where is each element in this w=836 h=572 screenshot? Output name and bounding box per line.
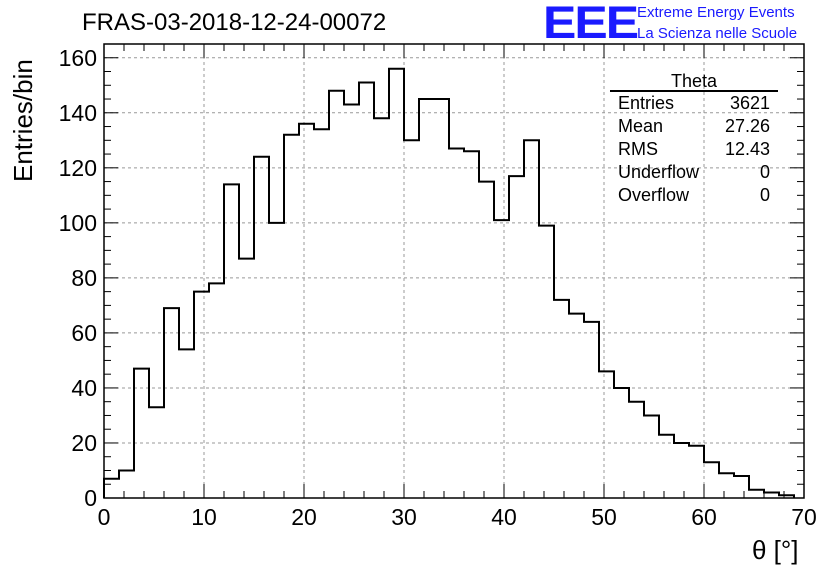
histogram-bin — [209, 283, 224, 498]
logo-line-2: La Scienza nelle Scuole — [637, 25, 798, 42]
stats-row-entries: Entries 3621 — [610, 92, 778, 115]
eee-logo: EEE — [543, 0, 639, 48]
histogram-bin — [389, 69, 404, 498]
histogram-bin — [614, 388, 629, 498]
histogram-bin — [269, 223, 284, 498]
histogram-bin — [344, 105, 359, 498]
axis-ticks — [103, 43, 805, 499]
x-tick-label: 0 — [98, 504, 111, 530]
histogram-bin — [314, 129, 329, 498]
histogram-bin — [524, 140, 539, 498]
histogram-bin — [659, 435, 674, 498]
histogram-bin — [674, 443, 689, 498]
stats-row-overflow: Overflow 0 — [610, 184, 778, 207]
stats-label: RMS — [618, 139, 658, 159]
x-tick-label: 10 — [191, 504, 217, 530]
histogram-bin — [194, 292, 209, 498]
histogram-bin — [434, 99, 449, 498]
stats-label: Mean — [618, 116, 664, 136]
histogram-bin — [539, 226, 554, 498]
stats-row-underflow: Underflow 0 — [610, 161, 778, 184]
y-tick-label: 80 — [71, 265, 97, 291]
logo-line-1: Extreme Energy Events — [637, 4, 795, 21]
stats-label: Entries — [618, 93, 675, 113]
histogram-bin — [329, 91, 344, 498]
x-tick-label: 50 — [591, 504, 617, 530]
histogram-bin — [179, 349, 194, 498]
histogram-bin — [629, 402, 644, 498]
histogram-outline — [103, 67, 795, 498]
histogram-bin — [254, 157, 269, 498]
histogram-bin — [359, 83, 374, 498]
histogram-bin — [449, 149, 464, 498]
histogram-bin — [164, 308, 179, 498]
grid-lines — [104, 44, 804, 498]
histogram-bin — [374, 118, 389, 498]
histogram-bin — [224, 184, 239, 498]
plot-frame-rect — [103, 43, 805, 499]
stats-row-rms: RMS 12.43 — [610, 138, 778, 161]
x-tick-label: 20 — [291, 504, 317, 530]
x-tick-label: 70 — [791, 504, 817, 530]
histogram-bin — [554, 300, 569, 498]
x-tick-label: 60 — [691, 504, 717, 530]
stats-title: Theta — [610, 70, 778, 92]
stats-value: 0 — [759, 162, 770, 182]
stats-value: 27.26 — [724, 116, 770, 136]
stats-value: 3621 — [729, 93, 770, 113]
y-tick-label: 20 — [71, 430, 97, 456]
y-tick-label: 100 — [59, 210, 97, 236]
stats-value: 0 — [759, 185, 770, 205]
x-axis-label: θ [°] — [752, 535, 799, 565]
histogram-series — [103, 67, 795, 498]
y-tick-label: 140 — [59, 100, 97, 126]
y-tick-label: 160 — [59, 45, 97, 71]
histogram-bin — [509, 176, 524, 498]
histogram-bin — [494, 220, 509, 498]
axis-tick-labels: 0 10 20 30 40 50 60 70 0 20 40 60 80 100 120 140 160 — [59, 45, 817, 530]
y-axis-label-text: Entries/bin — [8, 59, 38, 182]
histogram-bin — [749, 490, 764, 498]
y-tick-label: 120 — [59, 155, 97, 181]
histogram-bin — [734, 476, 749, 498]
histogram-bin — [134, 369, 149, 498]
stats-box: Theta Entries 3621 Mean 27.26 RMS 12.43 Und… — [610, 70, 778, 207]
histogram-bin — [479, 182, 494, 498]
stats-value: 12.43 — [724, 139, 770, 159]
histogram-bin — [404, 140, 419, 498]
histogram-bin — [104, 479, 119, 498]
stats-label: Underflow — [618, 162, 700, 182]
histogram-bin — [419, 99, 434, 498]
histogram-bin — [704, 462, 719, 498]
x-tick-label: 30 — [391, 504, 417, 530]
histogram-bin — [239, 259, 254, 498]
histogram-bin — [284, 135, 299, 498]
histogram-bin — [299, 124, 314, 498]
histogram-bin — [689, 446, 704, 498]
histogram-bin — [464, 151, 479, 498]
y-tick-label: 40 — [71, 375, 97, 401]
histogram-bin — [119, 470, 134, 498]
x-tick-label: 40 — [491, 504, 517, 530]
histogram-bin — [584, 322, 599, 498]
plot-frame — [103, 43, 805, 499]
y-tick-label: 0 — [84, 485, 97, 511]
chart-title: FRAS-03-2018-12-24-00072 — [82, 9, 387, 36]
histogram-bin — [719, 473, 734, 498]
stats-label: Overflow — [618, 185, 690, 205]
histogram-bin — [569, 314, 584, 498]
y-tick-label: 60 — [71, 320, 97, 346]
histogram-bin — [644, 415, 659, 498]
histogram-bin — [599, 371, 614, 498]
histogram-bin — [149, 407, 164, 498]
stats-row-mean: Mean 27.26 — [610, 115, 778, 138]
